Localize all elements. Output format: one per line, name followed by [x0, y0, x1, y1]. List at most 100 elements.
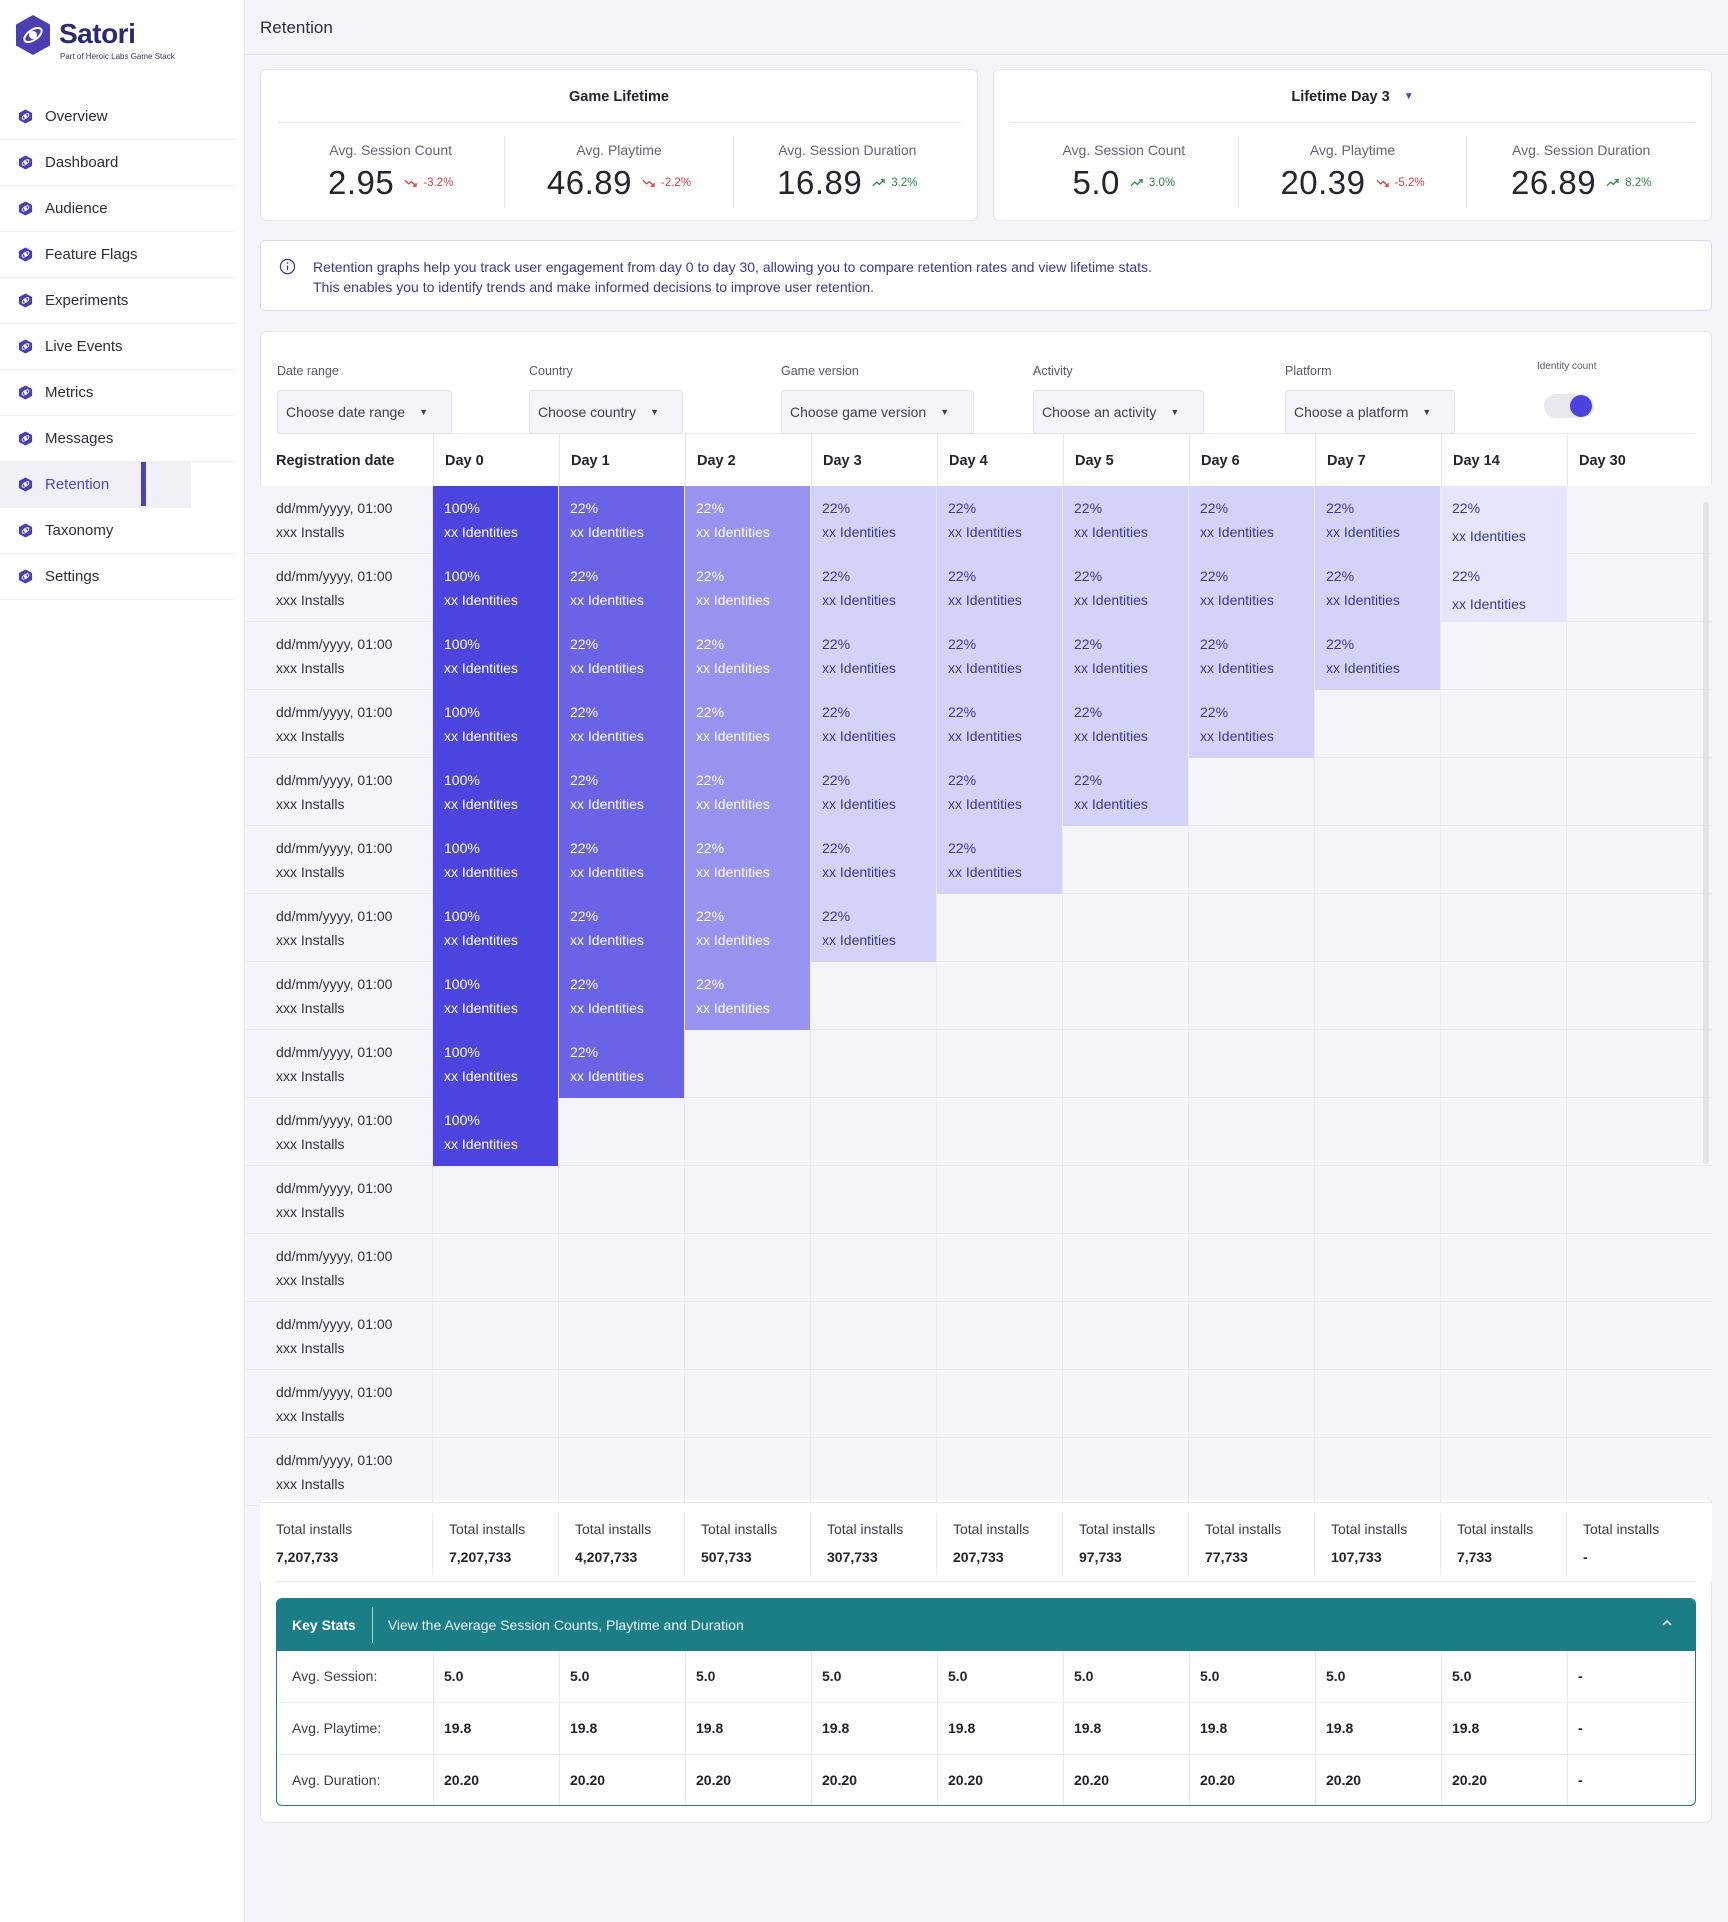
key-stats-header[interactable]: Key Stats View the Average Session Count…	[277, 1599, 1695, 1651]
metric-value-row: 16.89 3.2%	[777, 164, 917, 202]
retention-percent: 22%	[570, 704, 599, 720]
empty-cell	[684, 1302, 810, 1370]
empty-cell	[1314, 1438, 1440, 1506]
retention-percent: 22%	[1452, 568, 1481, 584]
country-value: Choose country	[538, 404, 637, 420]
empty-cell	[1062, 1370, 1188, 1438]
identity-count: xx Identities	[696, 796, 770, 812]
retention-percent: 22%	[696, 772, 725, 788]
empty-cell	[1440, 1302, 1566, 1370]
empty-cell	[1440, 758, 1566, 826]
table-row: dd/mm/yyyy, 01:00 xxx Installs 100% xx Iden…	[245, 758, 1712, 826]
identity-count: xx Identities	[696, 864, 770, 880]
retention-cell: 22% xx Identities	[1062, 554, 1188, 622]
empty-cell	[810, 1370, 936, 1438]
sidebar-item-taxonomy[interactable]: Taxonomy	[0, 508, 236, 554]
empty-cell	[1440, 826, 1566, 894]
key-stats-row: Avg. Playtime: 19.8 19.8 19.8 19.8 19.8 19.8 19…	[277, 1703, 1695, 1755]
total-installs-label: Total installs	[575, 1521, 652, 1537]
identity-count: xx Identities	[1074, 524, 1148, 540]
divider	[277, 122, 961, 123]
table-row: dd/mm/yyyy, 01:00 xxx Installs 100% xx Iden…	[245, 622, 1712, 690]
identity-count: xx Identities	[444, 728, 518, 744]
empty-cell	[1566, 554, 1712, 622]
sidebar-item-feature-flags[interactable]: Feature Flags	[0, 232, 236, 278]
identity-count: xx Identities	[696, 660, 770, 676]
sidebar-item-label: Metrics	[45, 384, 94, 401]
retention-percent: 22%	[1074, 704, 1103, 720]
sidebar-item-label: Taxonomy	[45, 522, 114, 539]
table-row: dd/mm/yyyy, 01:00 xxx Installs 100% xx Iden…	[245, 1098, 1712, 1166]
sidebar-item-messages[interactable]: Messages	[0, 416, 236, 462]
empty-cell	[558, 1302, 684, 1370]
installs-count: xxx Installs	[276, 1000, 345, 1016]
registration-date: dd/mm/yyyy, 01:00	[276, 500, 393, 516]
retention-cell: 22% xx Identities	[810, 758, 936, 826]
identity-count: xx Identities	[1326, 524, 1400, 540]
sidebar-item-dashboard[interactable]: Dashboard	[0, 140, 236, 186]
metric-delta-value: -3.2%	[423, 177, 454, 189]
retention-percent: 22%	[948, 500, 977, 516]
sidebar-item-settings[interactable]: Settings	[0, 554, 236, 600]
empty-cell	[558, 1098, 684, 1166]
chevron-up-icon[interactable]	[1661, 1617, 1673, 1629]
date-range-select[interactable]: Choose date range ▼	[277, 390, 452, 434]
empty-cell	[1062, 1098, 1188, 1166]
retention-percent: 22%	[696, 976, 725, 992]
metric-value: 20.39	[1280, 164, 1366, 201]
sidebar-item-live-events[interactable]: Live Events	[0, 324, 236, 370]
registration-date: dd/mm/yyyy, 01:00	[276, 1452, 393, 1468]
key-stat-value: 19.8	[1441, 1703, 1567, 1755]
platform-select[interactable]: Choose a platform ▼	[1285, 390, 1455, 434]
key-stat-value: 20.20	[1063, 1755, 1189, 1805]
empty-cell	[1314, 1098, 1440, 1166]
registration-date: dd/mm/yyyy, 01:00	[276, 976, 393, 992]
identity-count: xx Identities	[444, 592, 518, 608]
identity-count-toggle[interactable]	[1544, 394, 1594, 418]
hex-logo-icon	[18, 201, 33, 216]
sidebar-item-retention[interactable]: Retention	[0, 462, 191, 508]
sidebar-item-experiments[interactable]: Experiments	[0, 278, 236, 324]
header-day-30: Day 30	[1567, 434, 1713, 488]
empty-cell	[1440, 1370, 1566, 1438]
lifetime-day3-dropdown[interactable]: Lifetime Day 3 ▼	[994, 89, 1711, 105]
identity-count: xx Identities	[696, 1000, 770, 1016]
header-day-1: Day 1	[559, 434, 685, 488]
retention-percent: 22%	[570, 636, 599, 652]
retention-cell: 22% xx Identities	[936, 758, 1062, 826]
registration-cell: dd/mm/yyyy, 01:00 xxx Installs	[276, 700, 392, 748]
retention-cell: 22% xx Identities	[1314, 554, 1440, 622]
metric-label: Avg. Session Duration	[1512, 142, 1651, 158]
retention-percent: 22%	[1326, 568, 1355, 584]
retention-cell: 22% xx Identities	[1188, 486, 1314, 554]
satori-logo[interactable]: Satori Part of Heroic Labs Game Stack	[14, 14, 214, 64]
country-select[interactable]: Choose country ▼	[529, 390, 683, 434]
sidebar-item-audience[interactable]: Audience	[0, 186, 236, 232]
satori-logo-icon	[16, 15, 50, 55]
identity-count: xx Identities	[948, 796, 1022, 812]
metric-avg-session-duration: Avg. Session Duration 26.89 8.2%	[1466, 136, 1695, 208]
empty-cell	[558, 1234, 684, 1302]
activity-select[interactable]: Choose an activity ▼	[1033, 390, 1204, 434]
empty-cell	[1566, 1166, 1712, 1234]
retention-cell: 100% xx Identities	[432, 486, 558, 554]
empty-cell	[1314, 1234, 1440, 1302]
retention-percent: 100%	[444, 636, 480, 652]
total-installs-cell: Total installs 7,207,733	[432, 1513, 558, 1575]
empty-cell	[810, 1098, 936, 1166]
empty-cell	[684, 1438, 810, 1506]
key-stat-value: 20.20	[1189, 1755, 1315, 1805]
table-row: dd/mm/yyyy, 01:00 xxx Installs 100% xx Iden…	[245, 894, 1712, 962]
empty-cell	[1566, 1302, 1712, 1370]
table-scrollbar[interactable]	[1703, 502, 1709, 1164]
registration-date: dd/mm/yyyy, 01:00	[276, 1180, 393, 1196]
total-installs-cell: Total installs 507,733	[684, 1513, 810, 1575]
sidebar-item-metrics[interactable]: Metrics	[0, 370, 236, 416]
metric-avg-playtime: Avg. Playtime 20.39 -5.2%	[1237, 136, 1467, 208]
retention-cell: 22% xx Identities	[936, 690, 1062, 758]
total-installs-value: 7,207,733	[449, 1549, 512, 1565]
identity-count: xx Identities	[696, 592, 770, 608]
game-version-select[interactable]: Choose game version ▼	[781, 390, 974, 434]
registration-cell: dd/mm/yyyy, 01:00 xxx Installs	[276, 1176, 392, 1224]
sidebar-item-overview[interactable]: Overview	[0, 94, 236, 140]
